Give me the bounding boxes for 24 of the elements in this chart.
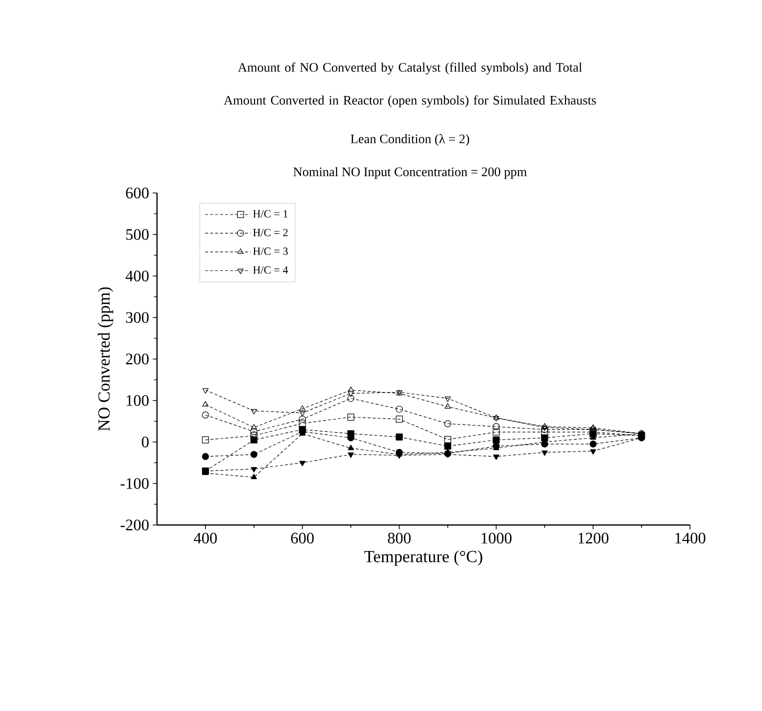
y-tick-label: 400 [126,270,149,282]
y-tick-label: -200 [120,520,149,530]
x-tick-label: 800 [388,532,411,544]
y-tick-label: 500 [126,229,149,240]
y-axis-title: NO Converted (ppm) [98,287,114,431]
x-axis-title: Temperature (°C) [364,550,482,566]
x-tick-label: 1000 [482,532,512,544]
legend-label: H/C = 1 [253,210,288,218]
y-tick-label: 600 [126,188,149,198]
y-tick-label: 100 [126,395,149,406]
x-tick-label: 600 [291,532,314,544]
x-tick-label: 1200 [578,532,608,544]
x-tick-label: 400 [194,532,217,544]
legend-label: H/C = 2 [253,228,288,236]
y-tick-label: 0 [142,436,149,448]
text: Nominal NO Input Concentration = 200 ppm [293,167,527,179]
x-tick-label: 1400 [675,532,706,544]
y-tick-label: 200 [126,354,149,364]
chart-title: Amount of NO Converted by Catalyst (filled symbols) and Total Amount Converted in Reactor (open symbols) for Simulated Exhausts [224,62,596,108]
legend-label: H/C = 3 [253,248,288,255]
legend-label: H/C = 4 [253,266,288,274]
y-tick-label: -100 [120,478,149,489]
y-tick-label: 300 [126,312,149,323]
chart-subtitle: Lean Condition (λ = 2) [350,134,470,146]
